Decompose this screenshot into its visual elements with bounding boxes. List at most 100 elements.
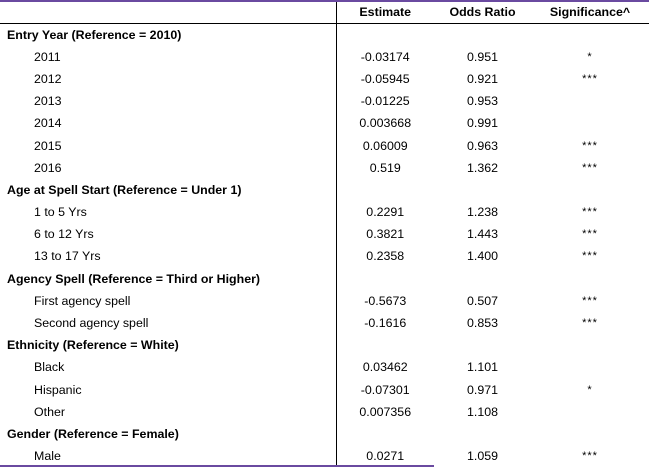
odds-ratio-cell: 0.953 <box>466 94 498 109</box>
header-odds-ratio: Odds Ratio <box>449 5 516 20</box>
table-row: Black 0.03462 1.101 <box>0 356 649 379</box>
table-row: Other 0.007356 1.108 <box>0 400 649 423</box>
variable-label: 6 to 12 Yrs <box>0 223 337 246</box>
table-row: 2016 0.519 1.362 *** <box>0 156 649 179</box>
empty-cell <box>434 179 531 201</box>
table-row: Hispanic -0.07301 0.971 * <box>0 378 649 401</box>
estimate-cell: -0.03174 <box>360 49 410 64</box>
table-row: Male 0.0271 1.059 *** <box>0 445 649 467</box>
estimate-cell: 0.003668 <box>359 116 412 131</box>
significance-cell: *** <box>582 250 598 263</box>
variable-label: 2013 <box>0 90 337 113</box>
odds-ratio-cell: 0.971 <box>466 382 498 397</box>
odds-ratio-cell: 0.921 <box>466 71 498 86</box>
odds-ratio-cell: 0.507 <box>466 293 498 308</box>
group-label: Age at Spell Start (Reference = Under 1) <box>0 178 337 201</box>
estimate-cell: 0.007356 <box>359 404 412 419</box>
table-row: Second agency spell -0.1616 0.853 *** <box>0 311 649 335</box>
estimate-cell: 0.06009 <box>362 138 408 153</box>
significance-cell: *** <box>582 139 598 152</box>
empty-cell <box>336 268 434 290</box>
estimate-cell: 0.03462 <box>362 360 408 375</box>
empty-cell <box>336 334 434 356</box>
empty-cell <box>531 179 649 201</box>
variable-label: Black <box>0 356 337 379</box>
significance-cell <box>531 90 649 112</box>
empty-cell <box>531 23 649 46</box>
variable-label: 1 to 5 Yrs <box>0 201 337 224</box>
estimate-cell: -0.07301 <box>360 382 410 397</box>
empty-cell <box>336 23 434 46</box>
table-row: 2014 0.003668 0.991 <box>0 112 649 135</box>
header-estimate: Estimate <box>359 5 412 20</box>
group-header-row: Ethnicity (Reference = White) <box>0 334 649 357</box>
variable-label: Male <box>0 445 337 467</box>
group-header-row: Age at Spell Start (Reference = Under 1) <box>0 178 649 201</box>
significance-cell: * <box>587 50 593 63</box>
estimate-cell: 0.519 <box>369 160 401 175</box>
estimate-cell: 0.2358 <box>366 249 405 264</box>
table-row: 1 to 5 Yrs 0.2291 1.238 *** <box>0 201 649 224</box>
variable-label: 2016 <box>0 156 337 179</box>
estimate-cell: 0.2291 <box>366 205 405 220</box>
table-top-rule <box>0 0 649 2</box>
empty-cell <box>434 334 531 356</box>
significance-cell: *** <box>582 206 598 219</box>
empty-cell <box>336 179 434 201</box>
odds-ratio-cell: 1.443 <box>466 227 498 242</box>
group-label: Ethnicity (Reference = White) <box>0 334 337 357</box>
significance-cell: *** <box>582 161 598 174</box>
table-body: Entry Year (Reference = 2010) 2011 -0.0317… <box>0 23 649 467</box>
table-row: 6 to 12 Yrs 0.3821 1.443 *** <box>0 223 649 246</box>
empty-cell <box>531 423 649 445</box>
header-variable <box>0 2 337 23</box>
significance-cell: * <box>587 383 593 396</box>
variable-label: First agency spell <box>0 289 337 312</box>
group-label: Agency Spell (Reference = Third or Highe… <box>0 267 337 290</box>
header-significance: Significance^ <box>549 5 631 20</box>
significance-cell <box>531 356 649 378</box>
estimate-cell: -0.01225 <box>360 94 410 109</box>
odds-ratio-cell: 0.991 <box>466 116 498 131</box>
variable-label: 2012 <box>0 67 337 91</box>
variable-label: Second agency spell <box>0 311 337 335</box>
odds-ratio-cell: 1.238 <box>466 205 498 220</box>
group-header-row: Entry Year (Reference = 2010) <box>0 23 649 46</box>
significance-cell: *** <box>582 294 598 307</box>
table-row: 2013 -0.01225 0.953 <box>0 90 649 113</box>
odds-ratio-cell: 1.108 <box>466 404 498 419</box>
empty-cell <box>336 423 434 445</box>
empty-cell <box>434 423 531 445</box>
odds-ratio-cell: 1.059 <box>466 449 498 464</box>
significance-cell: *** <box>582 317 598 330</box>
group-label: Gender (Reference = Female) <box>0 422 337 446</box>
estimate-cell: -0.05945 <box>360 71 410 86</box>
table-bottom-rule <box>0 465 434 467</box>
variable-label: 2014 <box>0 112 337 135</box>
table-row: 13 to 17 Yrs 0.2358 1.400 *** <box>0 245 649 268</box>
odds-ratio-cell: 0.853 <box>466 316 498 331</box>
empty-cell <box>434 268 531 290</box>
estimate-cell: 0.0271 <box>366 449 405 464</box>
variable-label: Other <box>0 400 337 423</box>
table-row: 2015 0.06009 0.963 *** <box>0 134 649 157</box>
estimate-cell: -0.1616 <box>364 316 407 331</box>
table-row: 2012 -0.05945 0.921 *** <box>0 67 649 91</box>
table-header-row: Estimate Odds Ratio Significance^ <box>0 2 649 23</box>
significance-cell: *** <box>582 72 598 85</box>
significance-cell <box>531 112 649 134</box>
odds-ratio-cell: 0.963 <box>466 138 498 153</box>
variable-label: 2011 <box>0 45 337 68</box>
estimate-cell: -0.5673 <box>364 293 407 308</box>
variable-label: Hispanic <box>0 378 337 401</box>
variable-label: 13 to 17 Yrs <box>0 245 337 268</box>
empty-cell <box>531 268 649 290</box>
group-header-row: Agency Spell (Reference = Third or Highe… <box>0 267 649 290</box>
table-row: First agency spell -0.5673 0.507 *** <box>0 289 649 312</box>
variable-label: 2015 <box>0 134 337 157</box>
odds-ratio-cell: 1.400 <box>466 249 498 264</box>
estimate-cell: 0.3821 <box>366 227 405 242</box>
empty-cell <box>434 23 531 46</box>
significance-cell: *** <box>582 450 598 463</box>
